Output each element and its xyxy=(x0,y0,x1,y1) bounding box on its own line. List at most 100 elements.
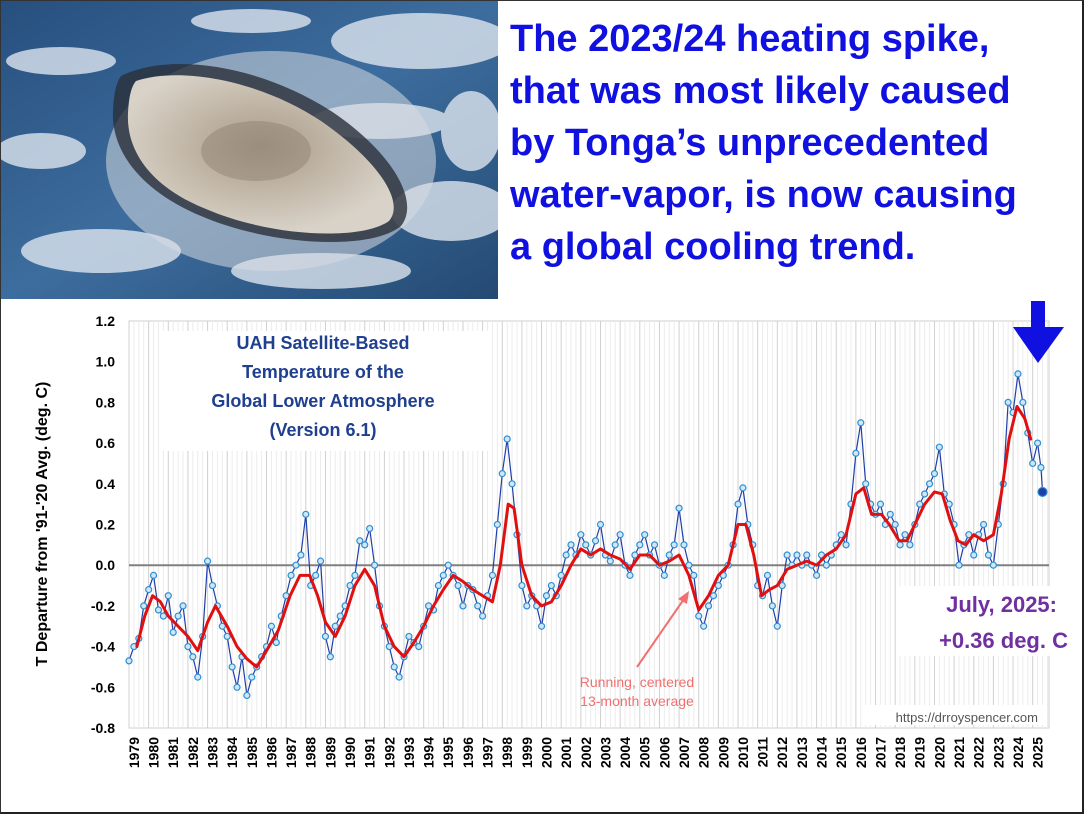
data-point xyxy=(852,449,860,457)
data-point xyxy=(822,561,831,569)
data-point xyxy=(925,480,934,488)
data-point xyxy=(650,541,659,549)
data-point xyxy=(316,557,325,565)
data-point xyxy=(518,581,526,590)
data-point xyxy=(537,622,546,630)
x-tick-label: 2000 xyxy=(538,737,554,768)
y-tick-label: 0.2 xyxy=(96,517,116,533)
data-point xyxy=(665,551,673,559)
latest-point xyxy=(1037,486,1048,498)
data-point xyxy=(626,571,634,579)
data-point xyxy=(695,612,703,620)
data-point xyxy=(326,653,334,661)
x-tick-label: 2002 xyxy=(578,737,594,768)
gridlines xyxy=(128,321,1048,728)
data-point xyxy=(778,581,786,590)
headline: The 2023/24 heating spike, that was most… xyxy=(510,13,1080,273)
headline-line-1: The 2023/24 heating spike, xyxy=(510,18,990,60)
x-tick-label: 1987 xyxy=(283,737,299,768)
data-point xyxy=(542,592,551,600)
x-tick-label: 2011 xyxy=(755,737,771,768)
data-point xyxy=(906,541,914,549)
x-tick-label: 2010 xyxy=(735,737,751,768)
data-point xyxy=(955,561,963,569)
data-point xyxy=(140,602,148,610)
data-point xyxy=(631,551,639,559)
data-point xyxy=(675,504,683,512)
data-point xyxy=(862,480,870,488)
data-point xyxy=(169,628,177,636)
data-point xyxy=(523,602,531,610)
chart-title: UAH Satellite-Based Temperature of the G… xyxy=(211,333,434,440)
data-point xyxy=(714,581,722,590)
x-axis: 1979 1980 1981 1982 1983 1984 1985 1986 1987 1988… xyxy=(126,737,1046,768)
data-point xyxy=(145,586,153,594)
headline-line-5: a global cooling trend. xyxy=(510,226,916,268)
x-tick-label: 2009 xyxy=(715,737,731,768)
data-point xyxy=(876,500,885,508)
data-point xyxy=(611,541,619,549)
temperature-chart: 1.2 1.0 0.8 0.6 0.4 0.2 0.0 -0.2 -0.4 -0.6 -0.8 19… xyxy=(34,301,1079,768)
data-point xyxy=(385,643,393,651)
data-point xyxy=(184,643,192,651)
july-annotation-line-2: +0.36 deg. C xyxy=(939,628,1068,653)
x-tick-label: 1981 xyxy=(165,737,181,768)
data-point xyxy=(783,551,791,559)
data-point xyxy=(233,683,241,691)
x-tick-label: 2018 xyxy=(892,737,908,768)
x-tick-label: 2022 xyxy=(971,737,987,768)
data-point xyxy=(1014,370,1022,378)
y-axis: 1.2 1.0 0.8 0.6 0.4 0.2 0.0 -0.2 -0.4 -0.6 -0.8 xyxy=(91,313,115,736)
data-point xyxy=(567,541,575,549)
x-tick-label: 2007 xyxy=(676,737,692,768)
data-point xyxy=(596,520,605,529)
x-tick-label: 1992 xyxy=(381,737,397,768)
data-point xyxy=(366,524,374,533)
x-tick-label: 2023 xyxy=(990,737,1006,768)
down-arrow-head xyxy=(1013,327,1064,363)
x-tick-label: 1988 xyxy=(303,737,319,768)
data-point xyxy=(444,561,452,569)
x-tick-label: 1999 xyxy=(519,737,535,768)
x-tick-label: 2020 xyxy=(931,737,947,768)
data-point xyxy=(591,537,600,545)
data-point xyxy=(179,602,187,610)
data-point xyxy=(582,541,590,549)
data-point xyxy=(636,541,644,549)
y-tick-label: -0.4 xyxy=(91,639,115,655)
data-point xyxy=(690,571,698,579)
data-point xyxy=(1034,439,1042,447)
data-point xyxy=(474,602,482,610)
data-point xyxy=(331,622,339,630)
data-point xyxy=(370,561,379,569)
x-tick-label: 1989 xyxy=(322,737,338,768)
data-point xyxy=(272,638,280,647)
data-point xyxy=(243,691,251,700)
x-tick-label: 2017 xyxy=(872,737,888,768)
data-point xyxy=(547,581,555,590)
data-point xyxy=(739,484,747,492)
satellite-photo-tonga-eruption xyxy=(1,1,498,299)
data-point xyxy=(979,520,988,529)
x-tick-label: 2013 xyxy=(794,737,810,768)
data-point xyxy=(557,571,565,579)
data-point xyxy=(803,551,811,559)
x-tick-label: 2012 xyxy=(774,737,790,768)
data-point xyxy=(562,551,570,559)
data-point xyxy=(361,541,369,549)
headline-line-4: water-vapor, is now causing xyxy=(510,174,1017,216)
data-point xyxy=(395,673,403,681)
x-tick-label: 1997 xyxy=(480,737,496,768)
running-average-label-line-2: 13-month average xyxy=(580,693,694,709)
data-point xyxy=(965,531,973,539)
y-tick-label: 1.2 xyxy=(96,313,116,329)
chart-title-line-2: Temperature of the xyxy=(242,362,404,382)
data-point xyxy=(415,643,423,651)
down-arrow-shaft xyxy=(1031,301,1045,329)
x-tick-label: 2004 xyxy=(617,737,633,768)
data-point xyxy=(336,612,344,620)
x-tick-label: 1984 xyxy=(224,737,240,768)
data-point xyxy=(218,622,226,630)
data-point xyxy=(616,531,624,539)
